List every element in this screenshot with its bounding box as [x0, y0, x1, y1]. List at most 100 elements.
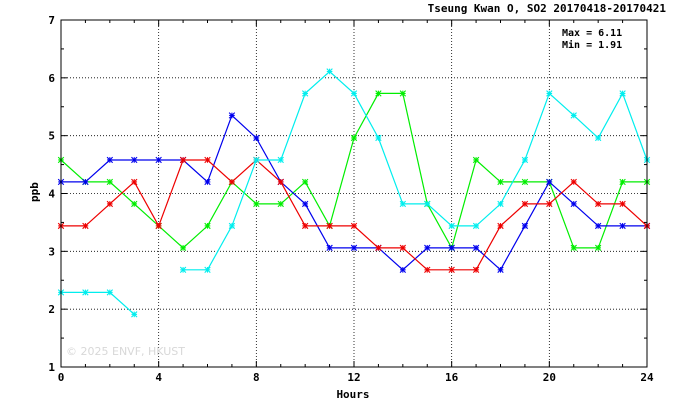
data-point — [399, 90, 407, 97]
data-point — [594, 244, 602, 252]
y-tick-label: 7 — [48, 14, 55, 27]
data-point — [204, 266, 211, 274]
data-point — [521, 156, 529, 164]
data-point — [131, 311, 138, 318]
data-point — [82, 222, 89, 230]
data-point — [570, 178, 577, 186]
data-point — [228, 222, 236, 230]
data-point — [570, 200, 577, 208]
data-point — [106, 200, 114, 208]
data-point — [131, 156, 138, 164]
grid-lines — [61, 20, 647, 367]
data-point — [179, 244, 187, 252]
data-point — [301, 222, 309, 230]
x-tick-label: 12 — [347, 371, 360, 384]
data-point — [301, 90, 309, 97]
data-point — [131, 178, 138, 186]
data-point — [326, 244, 333, 252]
data-point — [326, 68, 333, 75]
data-point — [546, 178, 553, 186]
data-point — [155, 156, 162, 164]
chart-title: Tseung Kwan O, SO2 20170418-20170421 — [427, 2, 666, 15]
data-point — [619, 90, 626, 97]
data-point — [204, 156, 211, 164]
data-point — [277, 200, 284, 208]
data-point — [155, 222, 162, 230]
data-point — [253, 156, 260, 164]
data-point — [82, 178, 89, 186]
data-point — [472, 222, 480, 230]
data-point — [228, 112, 236, 119]
data-point — [546, 200, 553, 208]
data-point — [472, 244, 480, 252]
data-point — [570, 112, 577, 119]
x-tick-label: 0 — [58, 371, 65, 384]
series-line — [183, 70, 648, 271]
data-point — [82, 289, 89, 296]
data-point — [521, 222, 529, 230]
data-point — [546, 90, 553, 97]
data-point — [179, 266, 187, 274]
data-point — [106, 289, 114, 296]
data-point — [253, 200, 260, 208]
data-point — [594, 222, 602, 230]
data-point — [497, 178, 504, 186]
data-point — [301, 200, 309, 208]
data-point — [448, 244, 455, 252]
y-tick-label: 3 — [48, 245, 55, 258]
x-tick-label: 20 — [543, 371, 556, 384]
x-axis-label: Hours — [336, 388, 369, 401]
data-point — [204, 222, 211, 230]
series-layer — [57, 68, 651, 318]
data-point — [448, 266, 455, 274]
series-3 — [57, 156, 651, 274]
data-point — [424, 244, 431, 252]
x-tick-label: 16 — [445, 371, 459, 384]
axis-ticks — [60, 19, 648, 368]
data-point — [106, 178, 114, 186]
data-point — [131, 200, 138, 208]
data-point — [619, 222, 626, 230]
data-point — [570, 244, 577, 252]
data-point — [521, 200, 529, 208]
x-tick-label: 24 — [640, 371, 654, 384]
data-point — [424, 266, 431, 274]
y-tick-label: 4 — [48, 188, 55, 201]
y-tick-label: 6 — [48, 72, 55, 85]
data-point — [497, 266, 504, 274]
y-axis-label: ppb — [28, 182, 41, 202]
data-point — [472, 266, 480, 274]
data-point — [399, 266, 407, 274]
data-point — [594, 134, 602, 142]
data-point — [277, 178, 284, 186]
data-point — [399, 244, 407, 252]
x-tick-label: 8 — [253, 371, 260, 384]
data-point — [375, 244, 382, 252]
data-point — [228, 178, 236, 186]
data-point — [399, 200, 407, 208]
data-point — [204, 178, 211, 186]
y-tick-label: 1 — [48, 361, 55, 374]
data-point — [448, 222, 455, 230]
data-point — [619, 178, 626, 186]
data-point — [301, 178, 309, 186]
data-point — [594, 200, 602, 208]
data-point — [326, 222, 333, 230]
series-line — [61, 291, 135, 315]
data-point — [619, 200, 626, 208]
y-tick-label: 2 — [48, 303, 55, 316]
data-point — [350, 244, 358, 252]
data-point — [350, 90, 358, 97]
min-label: Min = 1.91 — [562, 40, 623, 51]
data-point — [521, 178, 529, 186]
watermark: © 2025 ENVF, HKUST — [66, 345, 185, 358]
data-point — [350, 222, 358, 230]
data-point — [375, 134, 382, 142]
data-point — [253, 134, 260, 142]
series-4 — [57, 68, 651, 318]
data-point — [497, 200, 504, 208]
data-point — [424, 200, 431, 208]
data-point — [350, 134, 358, 142]
